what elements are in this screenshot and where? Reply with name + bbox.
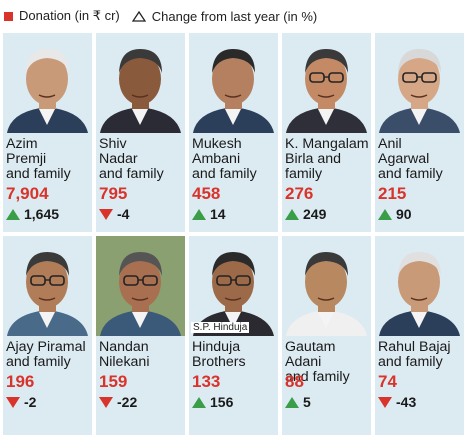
donor-card: Mukesh Ambani and family 458 14: [189, 33, 278, 232]
portrait-photo: [282, 236, 371, 336]
donation-value: 196: [6, 372, 35, 391]
donor-name: Gautam Adani and family: [285, 339, 350, 385]
donation-value: 74: [378, 372, 397, 391]
triangle-down-icon: [6, 396, 20, 408]
portrait-photo: [3, 33, 92, 133]
change-value-row: 90: [378, 206, 412, 222]
donor-card: S.P. Hinduja Hinduja Brothers 133 156: [189, 236, 278, 435]
change-value-row: -2: [6, 394, 36, 410]
triangle-up-icon: [378, 208, 392, 220]
portrait-photo: [3, 236, 92, 336]
donation-legend-label: Donation (in ₹ cr): [19, 8, 120, 23]
change-legend-label: Change from last year (in %): [151, 8, 318, 24]
donor-card: Gautam Adani and family 88 5: [282, 236, 371, 435]
change-value: -2: [24, 394, 37, 410]
donor-card: Anil Agarwal and family 215 90: [375, 33, 464, 232]
donor-card: Rahul Bajaj and family 74 -43: [375, 236, 464, 435]
donor-card: K. Mangalam Birla and family 276 249: [282, 33, 371, 232]
change-value: 5: [303, 394, 311, 410]
change-value: -43: [396, 394, 417, 410]
donor-card: Nandan Nilekani 159 -22: [96, 236, 185, 435]
portrait-photo: [282, 33, 371, 133]
donor-name: Ajay Piramal and family: [6, 339, 86, 370]
donation-legend-swatch: [4, 11, 13, 21]
triangle-up-icon: [192, 396, 206, 408]
donation-value: 7,904: [6, 184, 49, 203]
change-legend-triangle-icon: [131, 10, 146, 22]
triangle-down-icon: [378, 396, 392, 408]
change-value-row: -4: [99, 206, 129, 222]
photo-caption: S.P. Hinduja: [191, 322, 250, 333]
change-value: -22: [117, 394, 138, 410]
change-value: 249: [303, 206, 327, 222]
triangle-up-icon: [192, 208, 206, 220]
donation-value: 276: [285, 184, 314, 203]
donor-name: Mukesh Ambani and family: [192, 136, 257, 182]
donor-grid: Azim Premji and family 7,904 1,645 Shiv Na…: [3, 33, 466, 435]
change-value-row: 5: [285, 394, 311, 410]
triangle-up-icon: [285, 208, 299, 220]
donor-card: Azim Premji and family 7,904 1,645: [3, 33, 92, 232]
change-value-row: 1,645: [6, 206, 59, 222]
donor-name: Rahul Bajaj and family: [378, 339, 451, 370]
donor-card: Shiv Nadar and family 795 -4: [96, 33, 185, 232]
change-value: 156: [210, 394, 234, 410]
change-value-row: -43: [378, 394, 416, 410]
donation-value: 215: [378, 184, 407, 203]
change-value-row: -22: [99, 394, 137, 410]
portrait-photo: [96, 33, 185, 133]
legend: Donation (in ₹ cr) Change from last year…: [4, 5, 317, 27]
donor-name: Azim Premji and family: [6, 136, 71, 182]
donation-value: 795: [99, 184, 128, 203]
donation-value: 88: [285, 372, 304, 391]
change-value: -4: [117, 206, 130, 222]
donor-name: Nandan Nilekani: [99, 339, 150, 370]
triangle-up-icon: [6, 208, 20, 220]
change-value: 14: [210, 206, 226, 222]
donor-name: K. Mangalam Birla and family: [285, 136, 369, 182]
donor-name: Hinduja Brothers: [192, 339, 246, 370]
portrait-photo: [189, 33, 278, 133]
change-value-row: 156: [192, 394, 233, 410]
portrait-photo: [375, 33, 464, 133]
portrait-photo: [375, 236, 464, 336]
triangle-up-icon: [285, 396, 299, 408]
triangle-down-icon: [99, 208, 113, 220]
triangle-down-icon: [99, 396, 113, 408]
change-value: 1,645: [24, 206, 60, 222]
donation-value: 133: [192, 372, 221, 391]
portrait-photo: [189, 236, 278, 336]
change-value-row: 249: [285, 206, 326, 222]
donation-value: 458: [192, 184, 221, 203]
change-value: 90: [396, 206, 412, 222]
donation-value: 159: [99, 372, 128, 391]
donor-name: Anil Agarwal and family: [378, 136, 443, 182]
portrait-photo: [96, 236, 185, 336]
donor-name: Shiv Nadar and family: [99, 136, 164, 182]
donor-card: Ajay Piramal and family 196 -2: [3, 236, 92, 435]
change-value-row: 14: [192, 206, 226, 222]
